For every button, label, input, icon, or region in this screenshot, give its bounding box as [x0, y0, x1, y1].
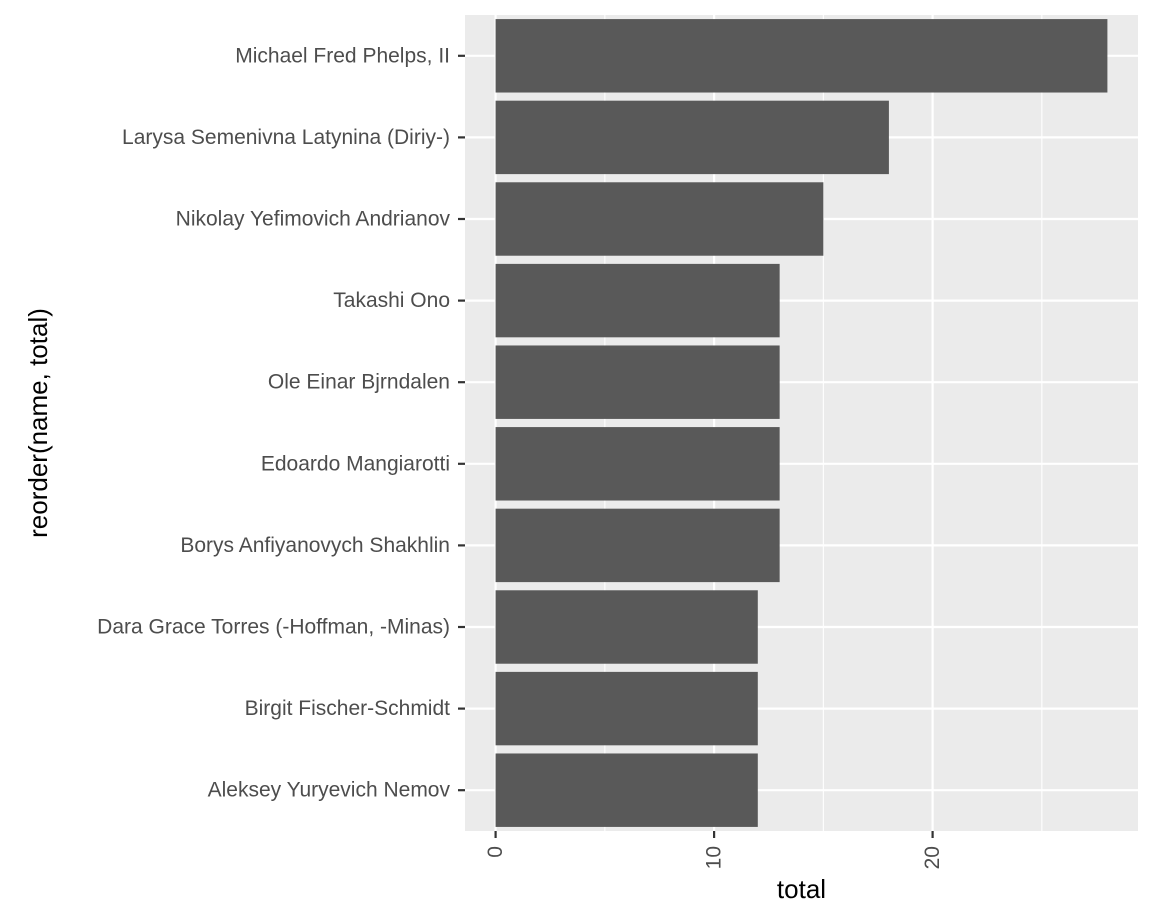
y-tick-label: Aleksey Yuryevich Nemov	[208, 779, 451, 802]
y-tick-label: Takashi Ono	[333, 289, 450, 312]
bar	[495, 100, 889, 175]
bar	[495, 508, 780, 583]
bar	[495, 427, 780, 501]
y-tick-label: Borys Anfiyanovych Shakhlin	[180, 534, 450, 557]
y-tick-label: Larysa Semenivna Latynina (Diriy-)	[122, 126, 450, 149]
y-axis-title: reorder(name, total)	[23, 308, 53, 538]
bar	[495, 590, 758, 664]
x-tick-label: 10	[703, 846, 726, 869]
y-tick-label: Dara Grace Torres (-Hoffman, -Minas)	[97, 616, 450, 639]
y-axis: Michael Fred Phelps, II Larysa Semenivna …	[97, 44, 465, 802]
y-tick-label: Ole Einar Bjrndalen	[268, 371, 450, 394]
y-tick-label: Nikolay Yefimovich Andrianov	[176, 208, 451, 231]
bars	[495, 19, 1108, 827]
bar	[495, 671, 758, 746]
x-axis: 0 10 20	[484, 831, 944, 869]
y-tick-label: Birgit Fischer-Schmidt	[245, 697, 451, 720]
x-tick-label: 20	[921, 846, 944, 869]
bar	[495, 182, 824, 256]
y-tick-label: Michael Fred Phelps, II	[235, 44, 450, 67]
x-axis-title: total	[777, 874, 826, 904]
bar	[495, 753, 758, 827]
bar	[495, 19, 1108, 93]
bar	[495, 263, 780, 338]
x-tick-label: 0	[484, 846, 507, 858]
y-tick-label: Edoardo Mangiarotti	[261, 452, 450, 475]
bar	[495, 345, 780, 419]
